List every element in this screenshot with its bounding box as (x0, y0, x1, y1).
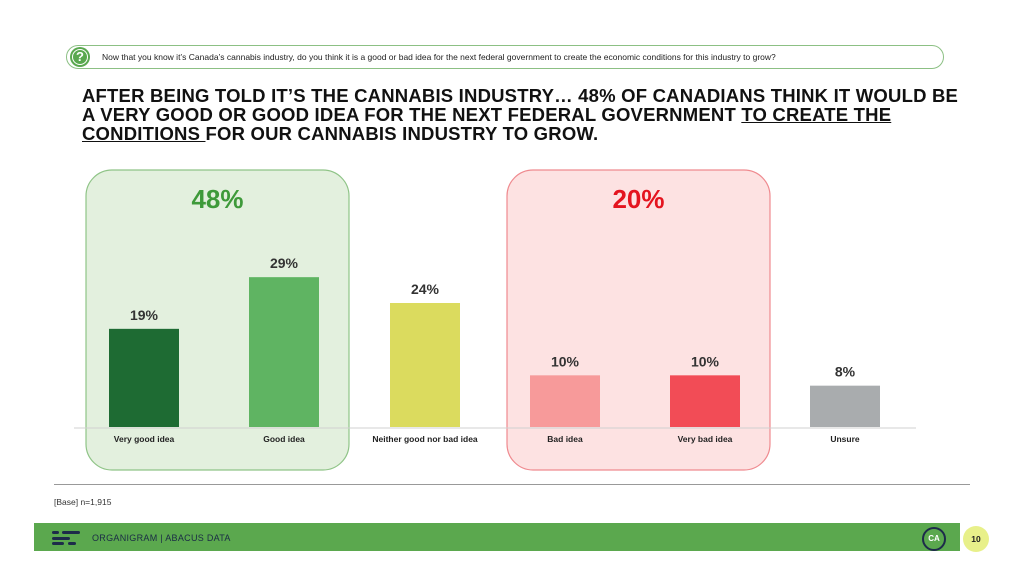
data-label-5: 8% (835, 364, 856, 380)
bar-3 (530, 375, 600, 427)
headline-underlined: TO CREATE THE CONDITIONS (82, 104, 892, 144)
group-label-0: 48% (191, 184, 243, 214)
headline-part1: AFTER BEING TOLD IT’S THE CANNABIS INDUS… (82, 85, 959, 125)
bar-0 (109, 328, 179, 427)
divider (54, 484, 970, 485)
data-label-0: 19% (130, 307, 159, 323)
data-label-2: 24% (411, 281, 440, 297)
data-label-1: 29% (270, 255, 299, 271)
data-label-4: 10% (691, 353, 720, 369)
question-icon: ? (70, 47, 90, 67)
data-label-3: 10% (551, 353, 580, 369)
category-label-5: Unsure (830, 434, 860, 444)
category-label-0: Very good idea (114, 434, 175, 444)
category-label-3: Bad idea (547, 434, 583, 444)
bar-5 (810, 385, 880, 427)
base-note: [Base] n=1,915 (54, 497, 112, 507)
category-label-1: Good idea (263, 434, 305, 444)
bar-1 (249, 277, 319, 427)
abacus-logo-icon: CA (922, 527, 946, 551)
page-number: 10 (963, 526, 989, 552)
organigram-logo-icon (52, 531, 80, 545)
bar-4 (670, 375, 740, 427)
group-label-1: 20% (612, 184, 664, 214)
footer-brand: ORGANIGRAM | ABACUS DATA (92, 533, 231, 543)
bar-2 (390, 303, 460, 427)
category-label-2: Neither good nor bad idea (372, 434, 478, 444)
question-text: Now that you know it’s Canada’s cannabis… (102, 52, 776, 62)
headline-part2: FOR OUR CANNABIS INDUSTRY TO GROW. (205, 123, 599, 144)
category-label-4: Very bad idea (678, 434, 733, 444)
question-bar (66, 45, 944, 69)
headline: AFTER BEING TOLD IT’S THE CANNABIS INDUS… (82, 86, 962, 143)
footer-bar (34, 523, 960, 551)
